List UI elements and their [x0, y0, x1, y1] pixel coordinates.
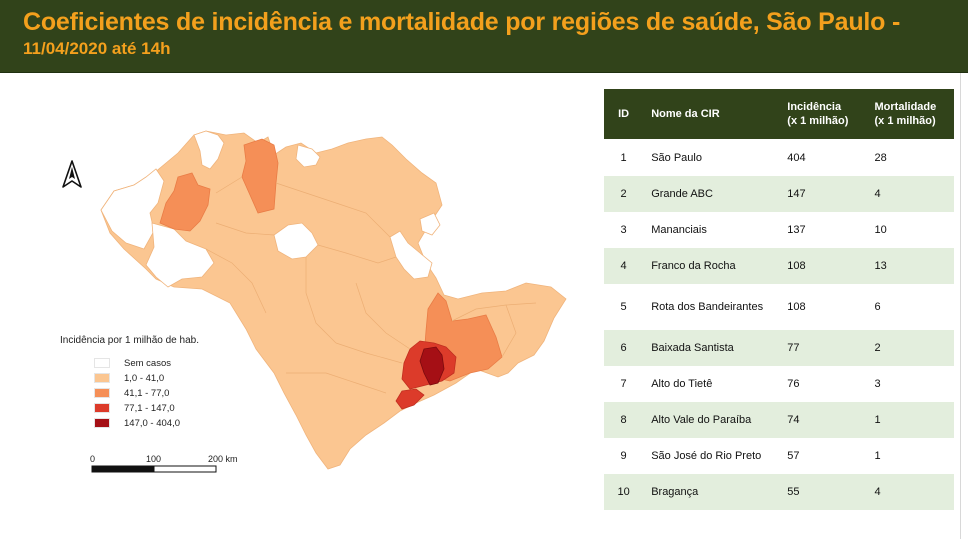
page-subtitle: 11/04/2020 até 14h: [23, 39, 171, 58]
legend-label: 77,1 - 147,0: [124, 402, 175, 414]
header-mortalidade-line2: (x 1 milhão): [874, 115, 936, 127]
row-incidencia: 108: [779, 248, 867, 284]
header-mortalidade: Mortalidade (x 1 milhão): [866, 89, 954, 139]
row-mortalidade: 13: [866, 248, 954, 284]
table-header-row: ID Nome da CIR Incidência (x 1 milhão) M…: [604, 89, 954, 139]
row-id: 6: [604, 330, 644, 366]
row-incidencia: 55: [779, 474, 867, 510]
row-incidencia: 74: [779, 402, 867, 438]
row-id: 4: [604, 248, 644, 284]
row-mortalidade: 6: [866, 284, 954, 330]
table-row: 4 Franco da Rocha 108 13: [604, 248, 954, 284]
row-mortalidade: 28: [866, 139, 954, 176]
row-mortalidade: 2: [866, 330, 954, 366]
region-sem-casos-northwest: [100, 168, 165, 250]
right-border: [960, 73, 961, 539]
row-id: 8: [604, 402, 644, 438]
header-mortalidade-line1: Mortalidade: [874, 101, 937, 113]
region-sem-casos-west: [145, 222, 215, 288]
row-name: Franco da Rocha: [643, 248, 780, 284]
row-mortalidade: 4: [866, 176, 954, 212]
legend-item-147-404: 147,0 - 404,0: [94, 417, 180, 429]
row-name: Grande ABC: [643, 176, 780, 212]
row-id: 1: [604, 139, 644, 176]
north-arrow-icon: [62, 160, 82, 188]
header-bar: Coeficientes de incidência e mortalidade…: [0, 0, 968, 73]
row-mortalidade: 1: [866, 402, 954, 438]
table-row: 5 Rota dos Bandeirantes 108 6: [604, 284, 954, 330]
row-incidencia: 57: [779, 438, 867, 474]
row-mortalidade: 4: [866, 474, 954, 510]
header-incidencia-line2: (x 1 milhão): [787, 115, 849, 127]
legend-label: 41,1 - 77,0: [124, 387, 170, 399]
legend-item-sem-casos: Sem casos: [94, 357, 171, 369]
row-incidencia: 77: [779, 330, 867, 366]
header-incidencia: Incidência (x 1 milhão): [779, 89, 867, 139]
row-incidencia: 108: [779, 284, 867, 330]
row-name: Alto do Tietê: [643, 366, 780, 402]
table-row: 3 Mananciais 137 10: [604, 212, 954, 248]
legend-item-1-41: 1,0 - 41,0: [94, 372, 164, 384]
scale-label-0: 0: [90, 454, 96, 464]
legend-label: 1,0 - 41,0: [124, 372, 165, 384]
region-41-77-north: [241, 138, 279, 214]
row-name: São José do Rio Preto: [643, 438, 780, 474]
row-incidencia: 76: [779, 366, 867, 402]
legend-item-77-147: 77,1 - 147,0: [94, 402, 175, 414]
row-incidencia: 404: [779, 139, 867, 176]
table-row: 6 Baixada Santista 77 2: [604, 330, 954, 366]
region-77-147-coast: [395, 388, 425, 410]
row-name: Baixada Santista: [643, 330, 780, 366]
table-row: 8 Alto Vale do Paraíba 74 1: [604, 402, 954, 438]
scale-bar: [91, 465, 217, 473]
row-mortalidade: 3: [866, 366, 954, 402]
row-incidencia: 147: [779, 176, 867, 212]
region-sem-casos-east: [389, 230, 433, 280]
table-row: 1 São Paulo 404 28: [604, 139, 954, 176]
table-row: 9 São José do Rio Preto 57 1: [604, 438, 954, 474]
region-sem-casos-north: [193, 130, 225, 170]
cir-table: ID Nome da CIR Incidência (x 1 milhão) M…: [604, 89, 954, 510]
row-id: 3: [604, 212, 644, 248]
content-area: Incidência por 1 milhão de hab. Sem caso…: [6, 73, 962, 539]
legend-swatch: [94, 418, 110, 428]
row-id: 7: [604, 366, 644, 402]
legend-item-41-77: 41,1 - 77,0: [94, 387, 169, 399]
scale-label-100: 100: [146, 454, 162, 464]
region-borders: [205, 176, 537, 394]
legend-swatch: [94, 373, 110, 383]
region-sem-casos-north-center: [295, 144, 321, 168]
row-name: Mananciais: [643, 212, 780, 248]
page-title: Coeficientes de incidência e mortalidade…: [23, 8, 901, 36]
legend-label: 147,0 - 404,0: [124, 417, 180, 429]
row-name: Alto Vale do Paraíba: [643, 402, 780, 438]
row-name: Rota dos Bandeirantes: [643, 284, 780, 330]
legend-swatch: [94, 388, 110, 398]
header-name: Nome da CIR: [643, 89, 780, 139]
row-id: 2: [604, 176, 644, 212]
header-id: ID: [604, 89, 644, 139]
table-row: 10 Bragança 55 4: [604, 474, 954, 510]
row-id: 9: [604, 438, 644, 474]
table-row: 7 Alto do Tietê 76 3: [604, 366, 954, 402]
legend-title: Incidência por 1 milhão de hab.: [60, 335, 199, 346]
row-mortalidade: 10: [866, 212, 954, 248]
legend-swatch: [94, 358, 110, 368]
region-147-404-capital: [419, 346, 445, 386]
row-id: 5: [604, 284, 644, 330]
region-41-77-west: [159, 172, 211, 232]
region-sem-casos-east-small: [419, 212, 441, 236]
legend-swatch: [94, 403, 110, 413]
sao-paulo-map: [62, 130, 567, 473]
row-name: Bragança: [643, 474, 780, 510]
row-incidencia: 137: [779, 212, 867, 248]
row-name: São Paulo: [643, 139, 780, 176]
table-row: 2 Grande ABC 147 4: [604, 176, 954, 212]
row-id: 10: [604, 474, 644, 510]
row-mortalidade: 1: [866, 438, 954, 474]
header-incidencia-line1: Incidência: [787, 101, 842, 113]
scale-label-200: 200 km: [208, 454, 238, 464]
legend-label: Sem casos: [124, 357, 171, 369]
